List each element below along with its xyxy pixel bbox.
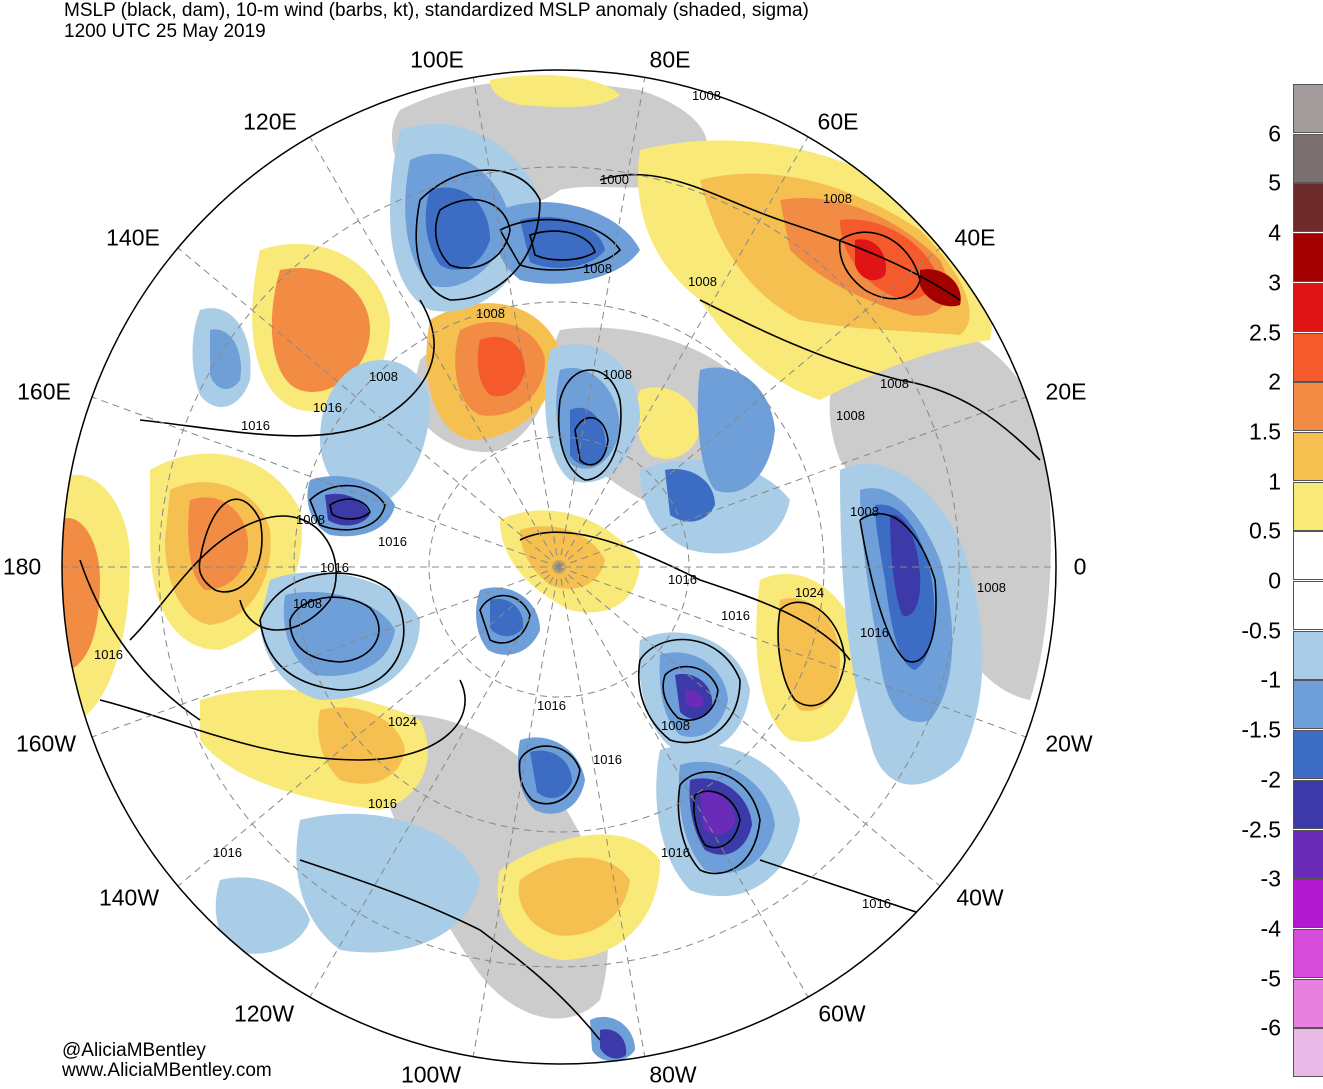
isobar-label: 1016 bbox=[537, 698, 566, 713]
colorbar-swatch bbox=[1293, 133, 1323, 183]
isobar-label: 1008 bbox=[688, 274, 717, 289]
colorbar-swatch bbox=[1293, 382, 1323, 432]
isobar-label: 1016 bbox=[862, 896, 891, 911]
colorbar-label: 3 bbox=[1268, 269, 1281, 296]
colorbar-swatch bbox=[1293, 680, 1323, 730]
isobar-label: 1016 bbox=[368, 796, 397, 811]
isobar-label: 1016 bbox=[320, 560, 349, 575]
colorbar-label: 1 bbox=[1268, 468, 1281, 495]
colorbar-label: -2 bbox=[1260, 766, 1281, 793]
isobar-label: 1016 bbox=[668, 572, 697, 587]
colorbar-label: 6 bbox=[1268, 120, 1281, 147]
colorbar-label: 1.5 bbox=[1249, 418, 1281, 445]
colorbar-label: 0 bbox=[1268, 567, 1281, 594]
colorbar-swatch bbox=[1293, 928, 1323, 978]
colorbar-label: -4 bbox=[1260, 915, 1281, 942]
colorbar-swatch bbox=[1293, 779, 1323, 829]
colorbar-label: 5 bbox=[1268, 169, 1281, 196]
colorbar-swatch bbox=[1293, 829, 1323, 879]
isobar-label: 1016 bbox=[213, 845, 242, 860]
isobar-label: 1008 bbox=[369, 369, 398, 384]
longitude-label-40e: 40E bbox=[954, 224, 996, 251]
credit-handle: @AliciaMBentley bbox=[62, 1040, 206, 1061]
graticule bbox=[62, 75, 1056, 1059]
isobar-label: 1016 bbox=[661, 845, 690, 860]
isobar-label: 1016 bbox=[721, 608, 750, 623]
longitude-label-60e: 60E bbox=[817, 108, 859, 135]
isobar-label: 1016 bbox=[378, 534, 407, 549]
isobar-label: 1008 bbox=[823, 191, 852, 206]
longitude-label-120e: 120E bbox=[243, 108, 297, 135]
isobar-label: 1008 bbox=[603, 367, 632, 382]
colorbar-swatch bbox=[1293, 183, 1323, 233]
isobar-label: 1024 bbox=[388, 714, 417, 729]
colorbar-swatch bbox=[1293, 581, 1323, 630]
anomaly-field bbox=[62, 70, 1056, 1064]
colorbar-label: -1.5 bbox=[1241, 716, 1281, 743]
isobar-label: 1016 bbox=[593, 752, 622, 767]
isobar-label: 1000 bbox=[600, 172, 629, 187]
isobar-label: 1008 bbox=[583, 261, 612, 276]
longitude-label-20w: 20W bbox=[1045, 730, 1093, 757]
isobar-label: 1008 bbox=[836, 408, 865, 423]
longitude-label-40w: 40W bbox=[956, 884, 1004, 911]
isobar-label: 1008 bbox=[476, 306, 505, 321]
longitude-label-180: 180 bbox=[2, 553, 42, 580]
colorbar-label: -5 bbox=[1260, 965, 1281, 992]
colorbar-label: -3 bbox=[1260, 865, 1281, 892]
longitude-label-80e: 80E bbox=[649, 46, 691, 73]
valid-time: 1200 UTC 25 May 2019 bbox=[64, 21, 266, 42]
longitude-label-0: 0 bbox=[1073, 553, 1087, 580]
colorbar-swatch bbox=[1293, 282, 1323, 332]
isobar-label: 1016 bbox=[860, 625, 889, 640]
credit-site: www.AliciaMBentley.com bbox=[62, 1060, 272, 1081]
isobar-label: 1016 bbox=[313, 400, 342, 415]
colorbar-swatch bbox=[1293, 531, 1323, 581]
longitude-label-60w: 60W bbox=[818, 1000, 866, 1027]
colorbar-label: 2 bbox=[1268, 368, 1281, 395]
colorbar-swatch bbox=[1293, 730, 1323, 780]
isobar-label: 1008 bbox=[880, 376, 909, 391]
colorbar-label: -1 bbox=[1260, 666, 1281, 693]
isobar-label: 1008 bbox=[661, 718, 690, 733]
isobar-label: 1008 bbox=[977, 580, 1006, 595]
colorbar-swatch bbox=[1293, 1028, 1323, 1078]
longitude-label-100w: 100W bbox=[400, 1061, 462, 1088]
isobar-contours bbox=[79, 169, 1041, 1041]
isobar-labels: 1008 1000 1008 1008 1008 1008 1008 1008 … bbox=[94, 88, 1006, 911]
longitude-label-160e: 160E bbox=[17, 378, 71, 405]
longitude-label-20e: 20E bbox=[1045, 378, 1087, 405]
colorbar-swatch bbox=[1293, 233, 1323, 283]
colorbar-label: -0.5 bbox=[1241, 617, 1281, 644]
map-title: MSLP (black, dam), 10-m wind (barbs, kt)… bbox=[64, 0, 809, 21]
isobar-label: 1016 bbox=[94, 647, 123, 662]
colorbar-swatch bbox=[1293, 84, 1323, 133]
colorbar-swatch bbox=[1293, 332, 1323, 382]
colorbar-label: -2.5 bbox=[1241, 816, 1281, 842]
colorbar-swatch bbox=[1293, 978, 1323, 1028]
longitude-label-140w: 140W bbox=[98, 884, 160, 911]
colorbar-label: -6 bbox=[1260, 1014, 1281, 1041]
isobar-label: 1024 bbox=[795, 585, 824, 600]
isobar-label: 1008 bbox=[850, 504, 879, 519]
colorbar-swatch bbox=[1293, 630, 1323, 680]
isobar-label: 1008 bbox=[296, 512, 325, 527]
colorbar-label: 2.5 bbox=[1249, 319, 1281, 345]
longitude-label-80w: 80W bbox=[649, 1061, 697, 1088]
colorbar-label: 0.5 bbox=[1249, 517, 1281, 544]
colorbar-label: 4 bbox=[1268, 219, 1281, 246]
longitude-label-140e: 140E bbox=[106, 224, 160, 251]
colorbar-swatch bbox=[1293, 481, 1323, 531]
longitude-label-160w: 160W bbox=[15, 730, 77, 757]
isobar-label: 1016 bbox=[241, 418, 270, 433]
isobar-label: 1008 bbox=[692, 88, 721, 103]
longitude-label-100e: 100E bbox=[410, 46, 464, 73]
isobar-label: 1008 bbox=[293, 596, 322, 611]
longitude-label-120w: 120W bbox=[233, 1000, 295, 1027]
colorbar-swatch bbox=[1293, 879, 1323, 929]
colorbar-swatch bbox=[1293, 431, 1323, 481]
